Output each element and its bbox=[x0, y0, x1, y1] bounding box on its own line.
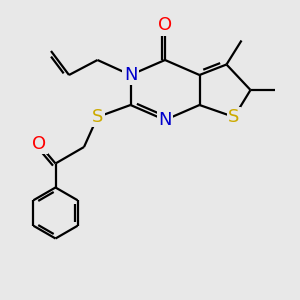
Text: N: N bbox=[124, 66, 137, 84]
Text: O: O bbox=[158, 16, 172, 34]
Text: N: N bbox=[158, 111, 172, 129]
Text: S: S bbox=[228, 108, 240, 126]
Text: S: S bbox=[92, 108, 103, 126]
Text: O: O bbox=[32, 135, 46, 153]
